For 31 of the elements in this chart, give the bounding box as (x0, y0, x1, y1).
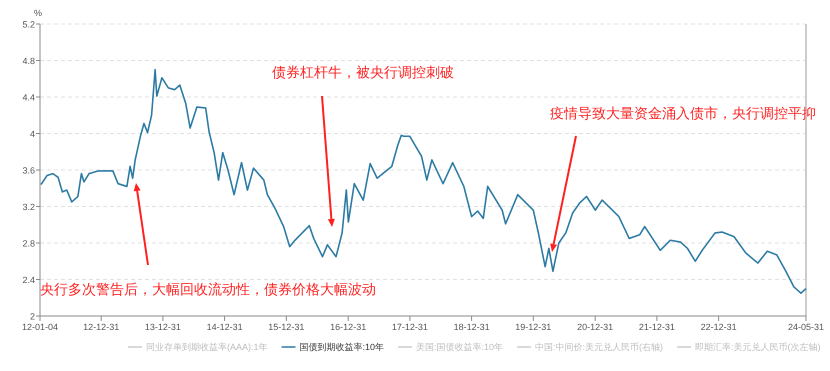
x-tick-label: 13-12-31 (144, 322, 181, 332)
x-tick-label: 17-12-31 (392, 322, 428, 332)
annotation: 疫情导致大量资金涌入债市，央行调控平抑 (550, 105, 816, 121)
legend-label: 美国:国债收益率:10年 (416, 342, 504, 352)
y-axis-title: % (34, 8, 42, 18)
x-tick-label: 12-01-04 (22, 322, 58, 332)
y-tick-label: 2.4 (22, 275, 35, 285)
y-tick-label: 5.2 (22, 20, 35, 30)
y-tick-label: 4.4 (22, 92, 35, 102)
y-tick-label: 2.8 (22, 238, 35, 248)
legend-label: 国债到期收益率:10年 (300, 342, 384, 352)
x-tick-label: 14-12-31 (206, 322, 243, 332)
x-tick-label: 24-05-31 (788, 322, 824, 332)
x-tick-label: 15-12-31 (268, 322, 304, 332)
x-tick-label: 18-12-31 (454, 322, 490, 332)
y-tick-label: 2 (30, 312, 35, 322)
legend-label: 即期汇率:美元兑人民币(次左轴) (695, 342, 821, 352)
x-tick-label: 22-12-31 (700, 322, 737, 332)
x-tick-label: 12-12-31 (83, 322, 120, 332)
y-tick-label: 3.2 (22, 202, 35, 212)
y-tick-label: 4 (30, 129, 35, 139)
legend-label: 中国:中间价:美元兑人民币(右轴) (535, 342, 664, 352)
legend-label: 同业存单到期收益率(AAA):1年 (146, 342, 268, 352)
annotation: 债券杠杆牛，被央行调控刺破 (272, 64, 454, 80)
x-tick-label: 21-12-31 (638, 322, 675, 332)
x-tick-label: 16-12-31 (330, 322, 366, 332)
y-tick-label: 3.6 (22, 166, 35, 176)
annotation: 央行多次警告后，大幅回收流动性，债券价格大幅波动 (40, 281, 376, 297)
y-tick-label: 4.8 (22, 56, 35, 66)
x-tick-label: 19-12-31 (515, 322, 552, 332)
x-tick-label: 20-12-31 (577, 322, 614, 332)
